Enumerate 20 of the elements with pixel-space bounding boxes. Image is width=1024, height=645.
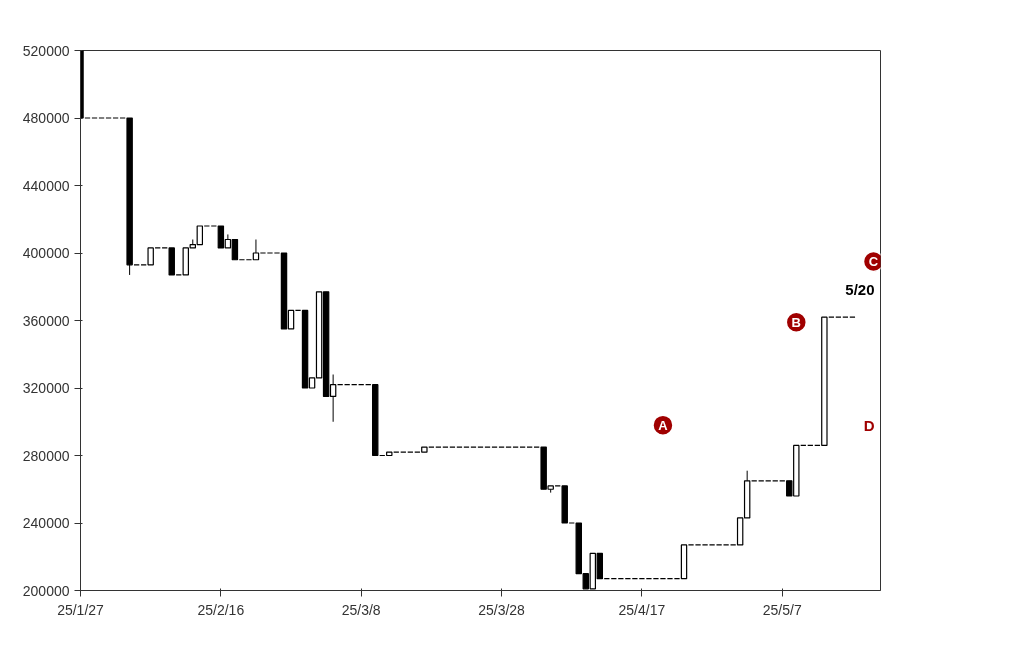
annotation: 5/20	[845, 280, 875, 298]
annotation: B	[791, 314, 801, 330]
x-tick-label: 25/4/17	[618, 601, 666, 618]
annotation: D	[863, 416, 875, 434]
y-tick-label: 280000	[22, 447, 70, 464]
x-tick-label: 25/3/8	[341, 601, 381, 618]
y-tick-label: 200000	[22, 582, 70, 599]
y-tick-label: 480000	[22, 110, 70, 126]
y-tick-label: 400000	[22, 245, 70, 261]
y-tick-label: 320000	[22, 380, 70, 396]
x-tick-label: 25/3/28	[478, 601, 526, 618]
annotation: C	[868, 253, 879, 269]
y-tick-label: 240000	[22, 515, 70, 531]
y-tick-label: 520000	[22, 42, 70, 59]
x-tick-label: 25/5/7	[762, 601, 802, 618]
y-tick-label: 440000	[22, 177, 70, 194]
x-tick-label: 25/2/16	[197, 601, 245, 618]
annotation: A	[658, 417, 669, 433]
y-tick-label: 360000	[22, 312, 70, 329]
x-tick-label: 25/1/27	[57, 601, 105, 618]
